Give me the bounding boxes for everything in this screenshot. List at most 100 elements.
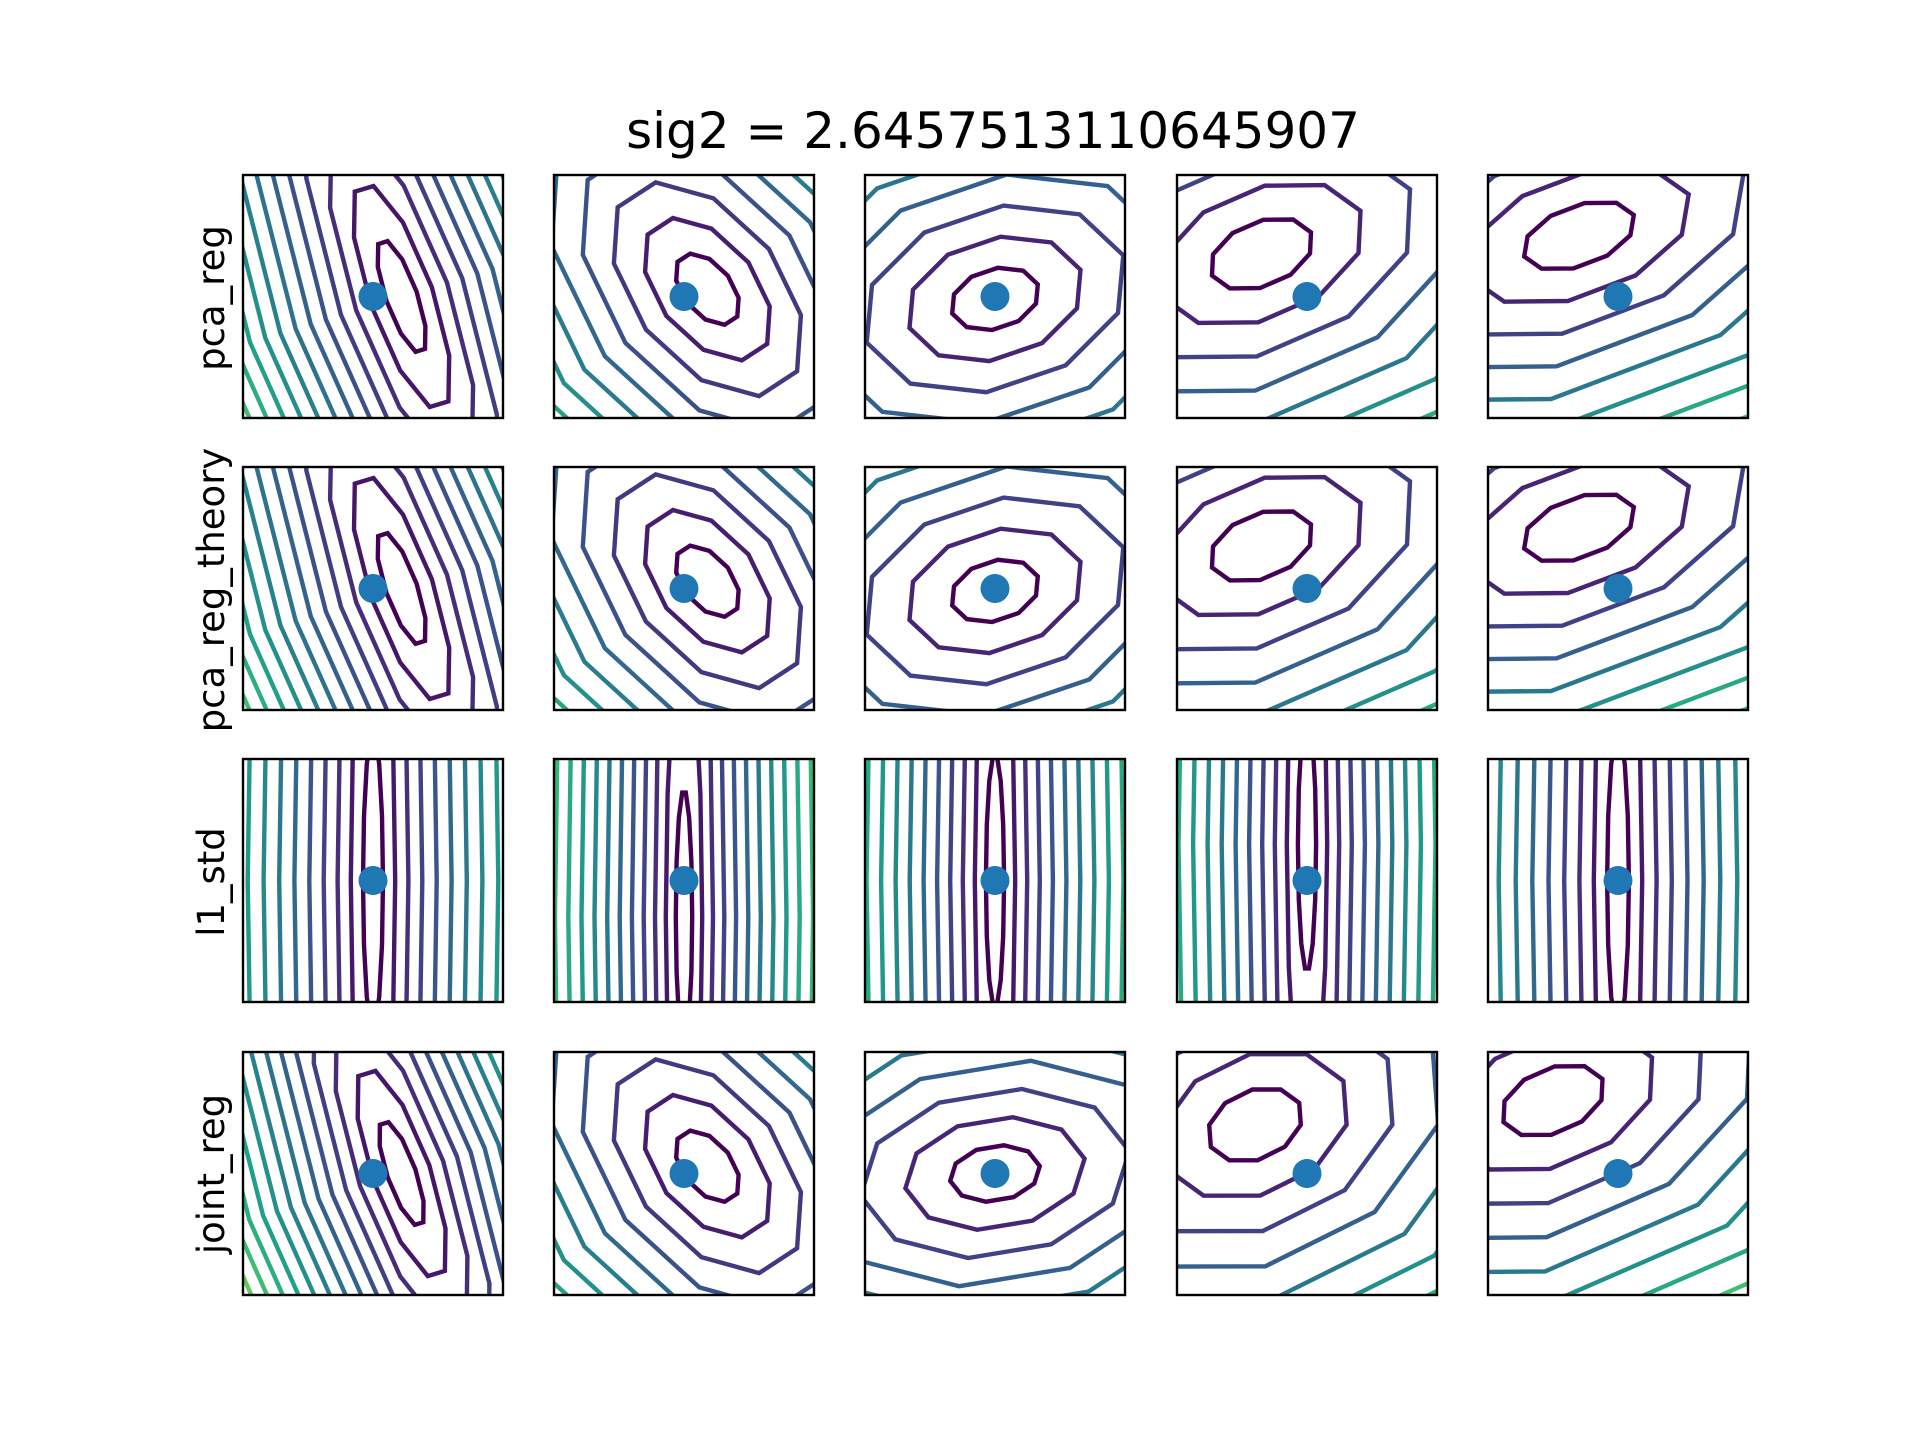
contour-line (270, 467, 503, 710)
contour-line (1031, 0, 1920, 566)
axes-frame (552, 173, 816, 420)
contour-line (243, 1052, 503, 1295)
contour-line (1190, 759, 1424, 1002)
contour-line (554, 175, 814, 418)
contour-line (292, 759, 454, 1002)
contour-line (1086, 0, 1527, 1440)
axes-frame (552, 757, 816, 1004)
contour-line (1488, 599, 1748, 694)
contour-line (1488, 467, 1746, 629)
subplot-r2-c1 (92, 0, 711, 1307)
contour-line (263, 1052, 503, 1295)
contour-line (1488, 1146, 1748, 1275)
marker-point (358, 866, 388, 895)
subplot-r4-c3 (863, 1050, 1127, 1297)
subplot-r3-c2 (485, 0, 882, 1440)
contour-line (1272, 759, 1342, 1002)
contour-line (327, 467, 476, 710)
contour-line (1496, 759, 1740, 1002)
contour-line (790, 0, 1200, 1440)
axes-frame (863, 757, 1127, 1004)
contour-line (1233, 759, 1381, 1002)
contour-line (1488, 1052, 1655, 1172)
axes-frame (1486, 465, 1750, 712)
marker-point (1603, 866, 1633, 895)
marker-point (1603, 1159, 1633, 1188)
axes-frame (863, 1050, 1127, 1297)
contour-line (1177, 467, 1413, 652)
subplot-r3-c3 (790, 0, 1200, 1440)
contour-line (617, 759, 751, 1002)
contour-line (566, 759, 802, 1002)
contour-line (1177, 269, 1437, 394)
contour-line (304, 175, 500, 418)
contour-line (1085, 231, 1920, 825)
contour-line (92, 0, 711, 1307)
contour-line (311, 1052, 492, 1295)
contour-line (1488, 262, 1748, 370)
contour-line (604, 759, 764, 1002)
contour-line (1177, 182, 1363, 326)
contour-line (1133, 0, 1481, 1440)
contour-line (806, 0, 1185, 1440)
contour-line (893, 759, 1097, 1002)
subplot-r1-c2 (552, 173, 816, 420)
axes-frame (1175, 465, 1439, 712)
marker-point (980, 1159, 1010, 1188)
contour-line (907, 759, 1083, 1002)
contour-line (554, 1052, 814, 1295)
contour-line (1488, 467, 1692, 596)
subplot-r1-c1 (241, 173, 505, 420)
contour-line (611, 472, 804, 691)
marker-point (1292, 282, 1322, 311)
contour-line (1219, 759, 1395, 1002)
contour-line (1259, 759, 1355, 1002)
contour-line (907, 234, 1083, 364)
contour-line (1177, 1052, 1349, 1198)
contour-line (821, 0, 1169, 1440)
contour-line (1263, 613, 1437, 710)
contour-line (377, 1119, 426, 1228)
contour-line (934, 759, 1056, 1002)
axes-frame (1175, 173, 1439, 420)
subplot-r1-c5 (1031, 0, 1920, 566)
contour-line (348, 759, 398, 1002)
contour-line (261, 759, 485, 1002)
axes-frame (241, 173, 505, 420)
contour-line (1521, 492, 1637, 563)
contour-line (286, 467, 503, 710)
axes-frame (241, 1050, 505, 1297)
contour-line (554, 649, 606, 710)
contour-line (1488, 307, 1748, 402)
marker-point (669, 1159, 699, 1188)
contour-line (1209, 509, 1314, 583)
marker-point (358, 1159, 388, 1188)
contour-line (902, 1114, 1088, 1233)
subplot-r2-c4 (1175, 465, 1439, 712)
subplot-r2-c5 (1085, 231, 1920, 825)
contour-line (1295, 759, 1319, 971)
contour-line (427, 846, 988, 1440)
axes-frame (863, 465, 1127, 712)
contour-line (611, 1057, 804, 1276)
contour-line (254, 175, 503, 418)
contour-line (243, 175, 503, 418)
contour-line (580, 175, 814, 418)
contour-line (1577, 759, 1659, 1002)
contour-line (865, 175, 1125, 418)
contour-line (243, 597, 287, 710)
contour-line (580, 467, 814, 710)
subplot-r3-c5 (1353, 0, 1883, 1440)
contour-line (270, 175, 503, 418)
contour-line (1353, 0, 1883, 1440)
contour-line (485, 0, 882, 1440)
contour-line (1488, 175, 1746, 337)
contour-line (1513, 759, 1723, 1002)
contour-line (554, 759, 814, 1002)
contour-line (276, 759, 470, 1002)
contour-line (1206, 1087, 1304, 1163)
contour-line (580, 1052, 814, 1295)
contour-line (554, 1052, 814, 1295)
